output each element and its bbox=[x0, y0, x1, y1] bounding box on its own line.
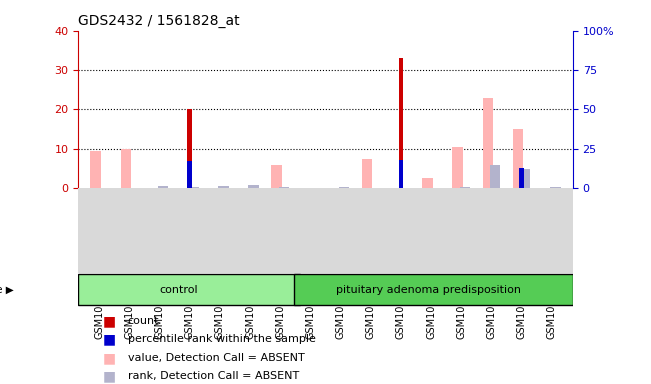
FancyBboxPatch shape bbox=[294, 274, 573, 306]
Bar bbox=[460, 187, 470, 188]
Text: count: count bbox=[128, 316, 159, 326]
Bar bbox=[339, 187, 350, 188]
Bar bbox=[490, 166, 501, 188]
Bar bbox=[90, 151, 101, 188]
FancyBboxPatch shape bbox=[78, 274, 300, 306]
Bar bbox=[452, 147, 463, 188]
Bar bbox=[519, 168, 524, 188]
Bar bbox=[550, 187, 561, 188]
Bar bbox=[188, 187, 199, 188]
Text: GDS2432 / 1561828_at: GDS2432 / 1561828_at bbox=[78, 14, 240, 28]
Bar bbox=[187, 161, 192, 188]
Bar bbox=[218, 186, 229, 188]
Bar bbox=[187, 109, 192, 188]
Bar bbox=[520, 169, 531, 188]
Text: disease state ▶: disease state ▶ bbox=[0, 285, 14, 295]
Bar bbox=[362, 159, 372, 188]
Text: ■: ■ bbox=[103, 369, 116, 383]
Text: ■: ■ bbox=[103, 351, 116, 365]
Bar bbox=[513, 129, 523, 188]
Text: pituitary adenoma predisposition: pituitary adenoma predisposition bbox=[335, 285, 521, 295]
Text: control: control bbox=[160, 285, 199, 295]
Bar bbox=[158, 186, 169, 188]
Text: ■: ■ bbox=[103, 333, 116, 346]
Bar bbox=[422, 178, 433, 188]
Bar bbox=[249, 185, 259, 188]
Bar bbox=[120, 149, 131, 188]
Text: rank, Detection Call = ABSENT: rank, Detection Call = ABSENT bbox=[128, 371, 299, 381]
Text: percentile rank within the sample: percentile rank within the sample bbox=[128, 334, 316, 344]
Text: ■: ■ bbox=[103, 314, 116, 328]
Bar bbox=[482, 98, 493, 188]
Bar bbox=[398, 160, 403, 188]
Bar bbox=[279, 187, 289, 188]
Text: value, Detection Call = ABSENT: value, Detection Call = ABSENT bbox=[128, 353, 305, 363]
Bar bbox=[271, 164, 282, 188]
Bar bbox=[398, 58, 403, 188]
